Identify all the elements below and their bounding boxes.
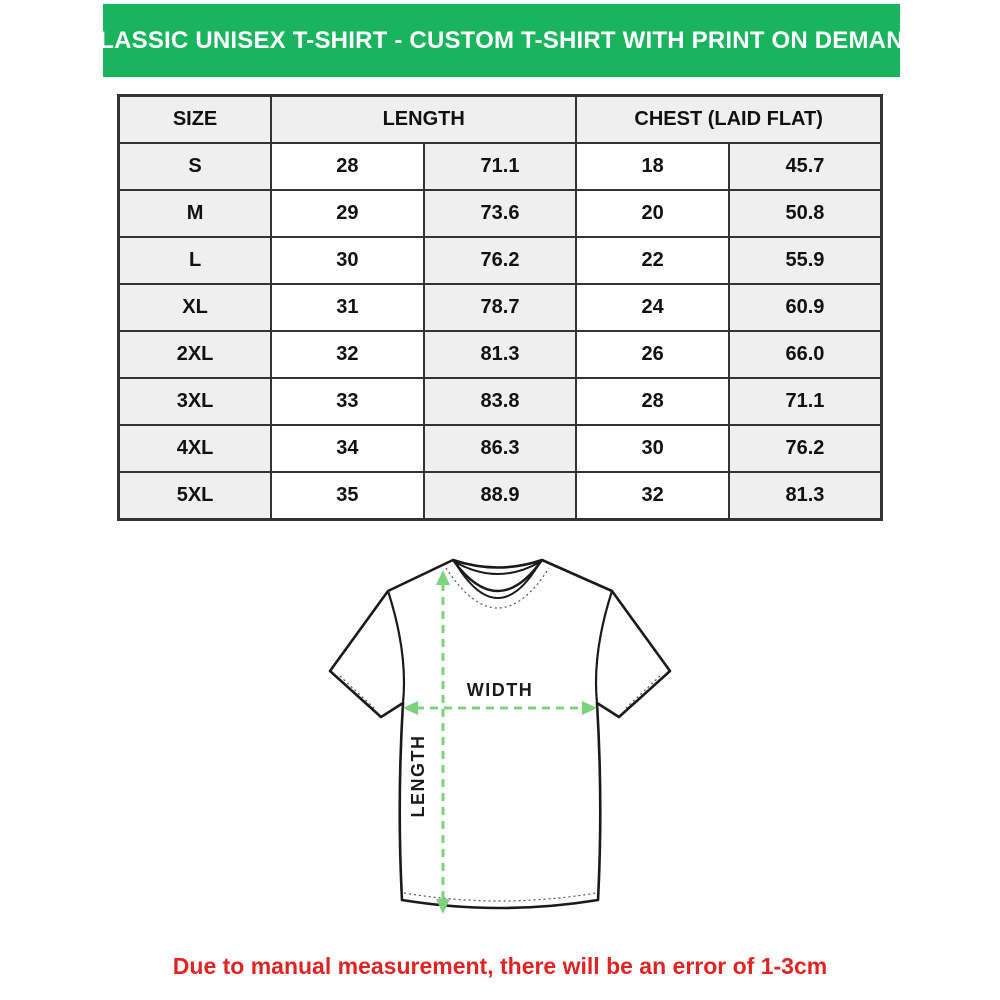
cell-chest-in: 22 xyxy=(575,236,730,285)
cell-chest-in: 30 xyxy=(575,424,730,473)
table-row: S 28 71.1 18 45.7 xyxy=(117,142,883,191)
cell-length-in: 33 xyxy=(270,377,425,426)
table-row: 4XL 34 86.3 30 76.2 xyxy=(117,424,883,473)
cell-chest-in: 18 xyxy=(575,142,730,191)
table-row: 2XL 32 81.3 26 66.0 xyxy=(117,330,883,379)
cell-chest-in: 24 xyxy=(575,283,730,332)
cell-length-in: 34 xyxy=(270,424,425,473)
length-label: LENGTH xyxy=(408,735,428,818)
cell-chest-in: 20 xyxy=(575,189,730,238)
cell-chest-cm: 71.1 xyxy=(727,377,883,426)
table-row: L 30 76.2 22 55.9 xyxy=(117,236,883,285)
cell-length-cm: 88.9 xyxy=(422,471,578,521)
cell-chest-cm: 50.8 xyxy=(727,189,883,238)
table-header-row: SIZE LENGTH CHEST (LAID FLAT) xyxy=(117,94,883,144)
cell-length-cm: 73.6 xyxy=(422,189,578,238)
cell-size: S xyxy=(117,142,273,191)
tshirt-outline-icon xyxy=(328,558,672,910)
cell-length-cm: 78.7 xyxy=(422,283,578,332)
cell-length-cm: 76.2 xyxy=(422,236,578,285)
table-row: M 29 73.6 20 50.8 xyxy=(117,189,883,238)
cell-length-in: 35 xyxy=(270,471,425,521)
title-banner: CLASSIC UNISEX T-SHIRT - CUSTOM T-SHIRT … xyxy=(82,4,921,77)
cell-chest-in: 28 xyxy=(575,377,730,426)
page-title: CLASSIC UNISEX T-SHIRT - CUSTOM T-SHIRT … xyxy=(81,26,922,54)
col-header-length: LENGTH xyxy=(270,94,578,144)
cell-length-in: 32 xyxy=(270,330,425,379)
table-row: 3XL 33 83.8 28 71.1 xyxy=(117,377,883,426)
cell-chest-in: 26 xyxy=(575,330,730,379)
col-header-size: SIZE xyxy=(117,94,273,144)
col-header-chest: CHEST (LAID FLAT) xyxy=(575,94,883,144)
cell-length-in: 29 xyxy=(270,189,425,238)
cell-length-cm: 83.8 xyxy=(422,377,578,426)
cell-chest-cm: 66.0 xyxy=(727,330,883,379)
cell-chest-cm: 45.7 xyxy=(727,142,883,191)
measurement-note: Due to manual measurement, there will be… xyxy=(172,953,828,979)
cell-chest-cm: 81.3 xyxy=(727,471,883,521)
length-arrow xyxy=(436,570,450,914)
cell-length-cm: 81.3 xyxy=(422,330,578,379)
width-arrow xyxy=(403,701,597,715)
cell-chest-in: 32 xyxy=(575,471,730,521)
cell-chest-cm: 55.9 xyxy=(727,236,883,285)
cell-size: M xyxy=(117,189,273,238)
cell-length-cm: 71.1 xyxy=(422,142,578,191)
cell-size: 2XL xyxy=(117,330,273,379)
cell-length-cm: 86.3 xyxy=(422,424,578,473)
cell-size: 5XL xyxy=(117,471,273,521)
cell-size: 4XL xyxy=(117,424,273,473)
cell-chest-cm: 60.9 xyxy=(727,283,883,332)
cell-size: 3XL xyxy=(117,377,273,426)
cell-size: L xyxy=(117,236,273,285)
cell-length-in: 31 xyxy=(270,283,425,332)
cell-chest-cm: 76.2 xyxy=(727,424,883,473)
stitch-lines xyxy=(339,567,661,902)
cell-length-in: 30 xyxy=(270,236,425,285)
cell-length-in: 28 xyxy=(270,142,425,191)
table-row: 5XL 35 88.9 32 81.3 xyxy=(117,471,883,521)
width-label: WIDTH xyxy=(467,680,533,700)
table-row: XL 31 78.7 24 60.9 xyxy=(117,283,883,332)
size-chart-table: SIZE LENGTH CHEST (LAID FLAT) S 28 71.1 18 4… xyxy=(117,94,883,521)
cell-size: XL xyxy=(117,283,273,332)
tshirt-diagram: WIDTH LENGTH xyxy=(320,548,680,930)
